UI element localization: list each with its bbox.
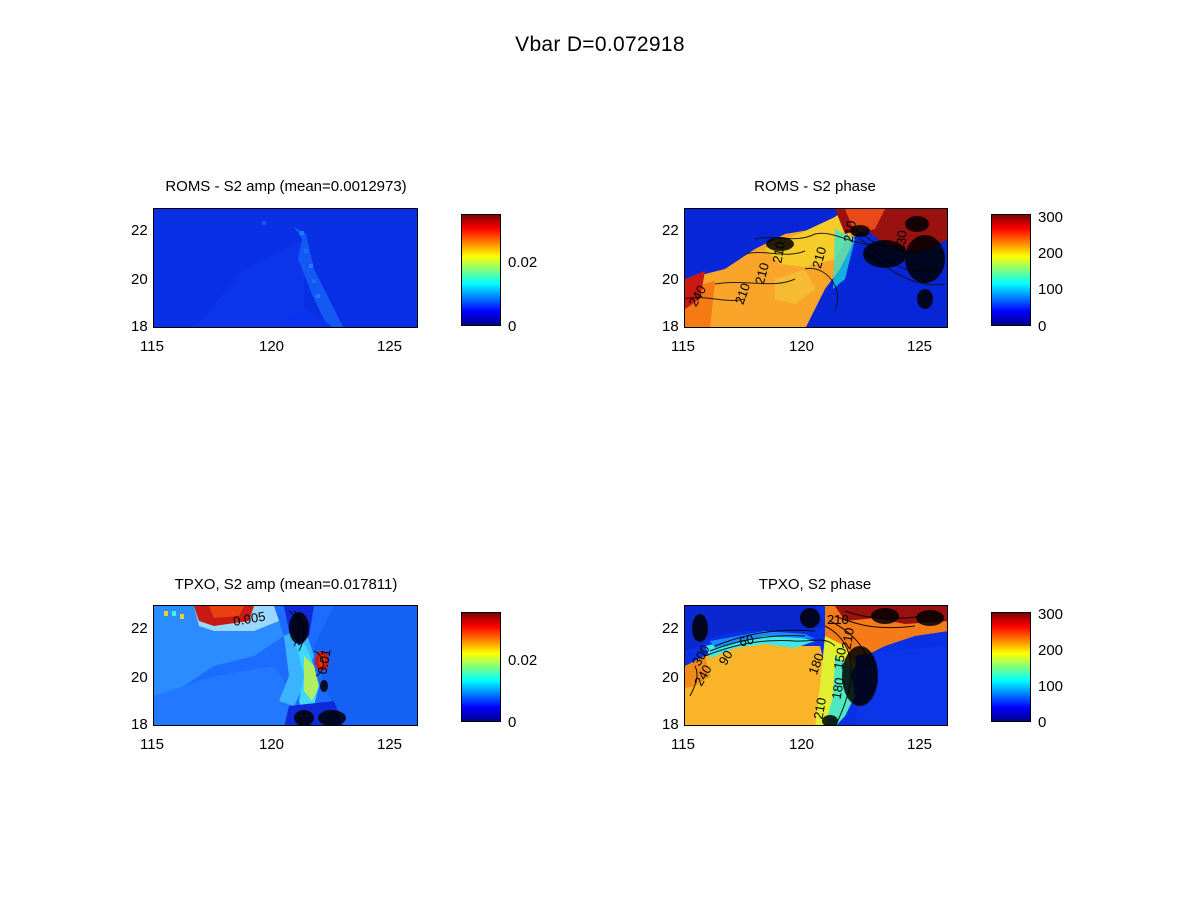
heatmap-plot: 0.005 0.01 [153, 605, 418, 726]
y-tick-label: 22 [662, 222, 679, 239]
colorbar-tick-label: 0.02 [508, 254, 538, 271]
y-tick-label: 22 [662, 620, 679, 637]
colorbar [461, 612, 501, 722]
y-tick-label: 20 [662, 669, 679, 686]
x-tick-label: 120 [789, 338, 815, 355]
colorbar-tick-label: 100 [1038, 281, 1064, 298]
contour-label: 210 [827, 612, 849, 627]
colorbar-tick-label: 200 [1038, 642, 1064, 659]
x-tick-label: 120 [259, 736, 285, 753]
contour-label: 90 [715, 648, 735, 668]
y-tick-label: 20 [131, 669, 148, 686]
colorbar-tick-label: 0 [1038, 318, 1047, 335]
x-tick-label: 115 [140, 338, 164, 355]
x-tick-label: 125 [377, 736, 403, 753]
contour-label: 210 [732, 281, 754, 307]
contour-label: 60 [738, 631, 756, 649]
panel-title: ROMS - S2 phase [754, 178, 876, 195]
heatmap-plot: 300 240 60 90 180 210 150 210 180 210 [684, 605, 948, 726]
contour-label: 210 [841, 219, 860, 243]
x-tick-label: 115 [140, 736, 164, 753]
panel-title: TPXO, S2 amp (mean=0.017811) [174, 576, 398, 593]
contour-label: 210 [811, 696, 830, 720]
y-tick-label: 18 [662, 318, 679, 335]
heatmap-plot: 240 210 210 210 210 210 330 [684, 208, 948, 328]
colorbar-tick-label: 0 [1038, 714, 1047, 731]
colorbar-tick-label: 0 [508, 318, 517, 335]
x-tick-label: 115 [671, 736, 695, 753]
y-tick-label: 22 [131, 222, 148, 239]
colorbar-tick-label: 0.02 [508, 652, 538, 669]
contour-label: 0.005 [232, 609, 267, 629]
y-tick-label: 18 [131, 716, 148, 733]
colorbar-tick-label: 300 [1038, 209, 1064, 226]
y-tick-label: 18 [662, 716, 679, 733]
x-tick-label: 120 [789, 736, 815, 753]
y-tick-label: 20 [662, 271, 679, 288]
panel-title: ROMS - S2 amp (mean=0.0012973) [165, 178, 407, 195]
contour-label: 210 [809, 245, 829, 270]
colorbar [991, 214, 1031, 326]
x-tick-label: 125 [377, 338, 403, 355]
x-tick-label: 125 [907, 736, 933, 753]
colorbar-tick-label: 200 [1038, 245, 1064, 262]
colorbar [991, 612, 1031, 722]
contour-label: 180 [829, 676, 848, 700]
colorbar [461, 214, 501, 326]
colorbar-tick-label: 300 [1038, 606, 1064, 623]
contour-label: 210 [752, 261, 772, 286]
contour-label: 240 [691, 662, 715, 688]
figure-title: Vbar D=0.072918 [515, 33, 685, 56]
y-tick-label: 20 [131, 271, 148, 288]
contour-label: 210 [839, 626, 858, 650]
contour-label: 0.01 [315, 648, 334, 676]
x-tick-label: 120 [259, 338, 285, 355]
y-tick-label: 22 [131, 620, 148, 637]
x-tick-label: 125 [907, 338, 933, 355]
colorbar-tick-label: 0 [508, 714, 517, 731]
colorbar-tick-label: 100 [1038, 678, 1064, 695]
contour-label: 210 [769, 240, 788, 264]
contour-label: 180 [805, 651, 827, 677]
y-tick-label: 18 [131, 318, 148, 335]
heatmap-plot [153, 208, 418, 328]
contour-label: 330 [893, 230, 910, 253]
contour-label: 240 [685, 283, 709, 309]
x-tick-label: 115 [671, 338, 695, 355]
panel-title: TPXO, S2 phase [758, 576, 872, 593]
contour-label: 150 [831, 646, 850, 670]
